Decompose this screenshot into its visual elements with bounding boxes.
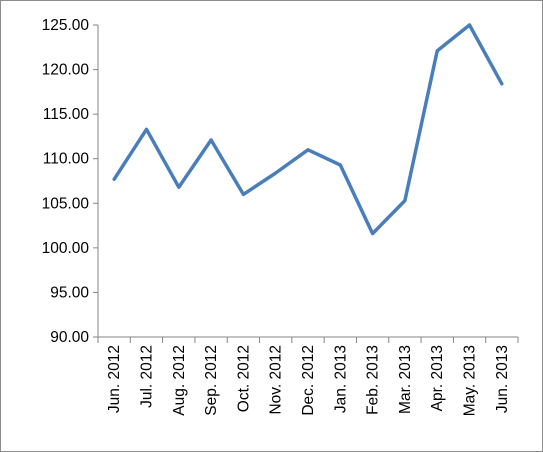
x-tick-label: Jan. 2013 bbox=[332, 345, 349, 413]
x-tick-label: Apr. 2013 bbox=[429, 345, 446, 411]
y-tick-label: 100.00 bbox=[42, 240, 90, 257]
y-tick-label: 95.00 bbox=[50, 284, 89, 301]
x-tick-label: Sep. 2012 bbox=[203, 345, 220, 416]
series-group bbox=[112, 23, 504, 236]
x-tick-label: Dec. 2012 bbox=[300, 345, 317, 416]
x-tick-label: Oct. 2012 bbox=[235, 345, 252, 412]
y-tick-label: 115.00 bbox=[43, 106, 90, 123]
x-tick-label: Aug. 2012 bbox=[171, 345, 188, 416]
x-tick-label: May. 2013 bbox=[462, 345, 479, 416]
x-tick-label: Feb. 2013 bbox=[365, 345, 382, 415]
series-line bbox=[112, 23, 504, 236]
y-tick-label: 125.00 bbox=[42, 17, 90, 34]
x-tick-label: Jun. 2012 bbox=[106, 345, 123, 413]
x-axis: Jun. 2012 Jul. 2012 Aug. 2012 Sep. 2012 Oct.… bbox=[97, 336, 519, 416]
y-axis: 90.00 95.00 100.00 105.00 110.00 115.00 120.00… bbox=[42, 17, 99, 346]
x-tick-label: Jul. 2012 bbox=[138, 345, 155, 408]
x-tick-label: Nov. 2012 bbox=[268, 345, 285, 415]
x-tick-label: Jun. 2013 bbox=[494, 345, 511, 413]
y-tick-label: 120.00 bbox=[42, 62, 90, 79]
y-tick-label: 90.00 bbox=[50, 329, 89, 346]
y-tick-label: 110.00 bbox=[43, 151, 90, 168]
y-tick-label: 105.00 bbox=[42, 195, 90, 212]
x-tick-label: Mar. 2013 bbox=[397, 345, 414, 414]
